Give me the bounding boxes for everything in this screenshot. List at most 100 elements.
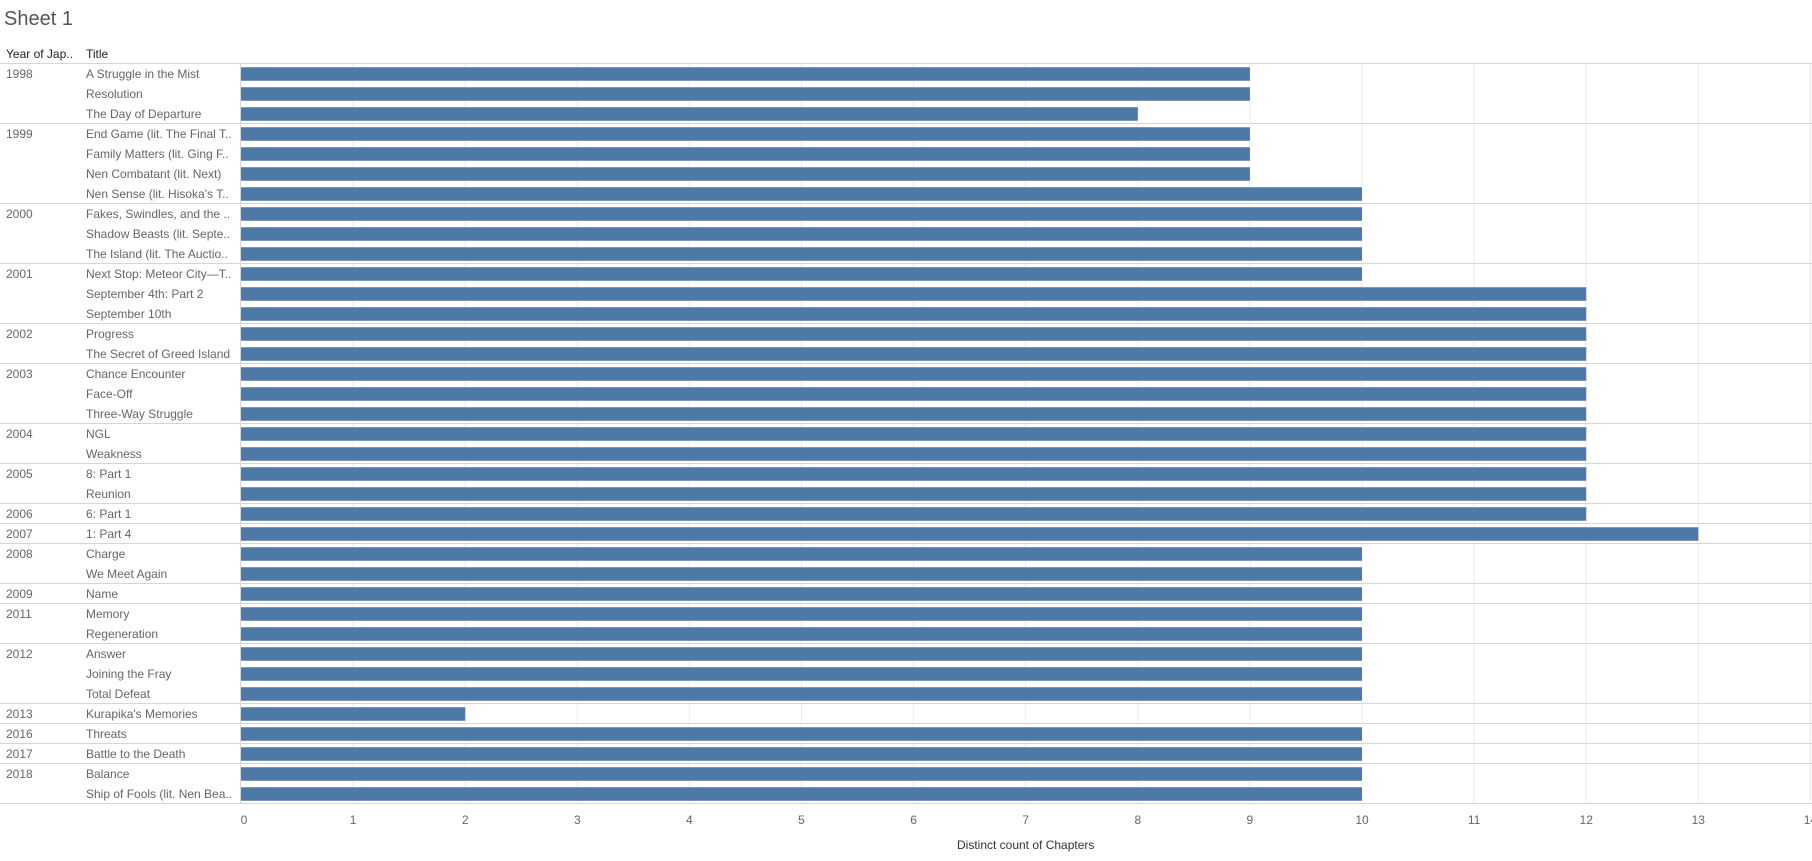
title-label: Kurapika's Memories — [86, 707, 198, 721]
title-label: Shadow Beasts (lit. Septe.. — [86, 227, 230, 241]
bar[interactable] — [241, 147, 1250, 161]
year-label: 2000 — [6, 207, 33, 221]
title-label: Resolution — [86, 87, 143, 101]
bar[interactable] — [241, 667, 1362, 681]
bar[interactable] — [241, 347, 1587, 361]
year-label: 2005 — [6, 467, 33, 481]
title-label: Balance — [86, 767, 130, 781]
x-tick-label: 0 — [241, 813, 248, 827]
year-label: 2001 — [6, 267, 33, 281]
title-label: Regeneration — [86, 627, 158, 641]
bar[interactable] — [241, 267, 1362, 281]
bar[interactable] — [241, 587, 1362, 601]
x-tick-label: 6 — [910, 813, 917, 827]
title-label: September 10th — [86, 307, 171, 321]
x-tick-label: 7 — [1022, 813, 1029, 827]
bar[interactable] — [241, 367, 1587, 381]
title-label: September 4th: Part 2 — [86, 287, 204, 301]
year-label: 2004 — [6, 427, 33, 441]
title-label: Face-Off — [86, 387, 133, 401]
year-label: 2013 — [6, 707, 33, 721]
bar[interactable] — [241, 707, 466, 721]
x-tick-label: 2 — [462, 813, 469, 827]
title-label: End Game (lit. The Final T.. — [86, 127, 232, 141]
bar[interactable] — [241, 467, 1587, 481]
sheet-title: Sheet 1 — [4, 8, 73, 30]
bar[interactable] — [241, 787, 1362, 801]
title-label: The Day of Departure — [86, 107, 202, 121]
bar[interactable] — [241, 307, 1587, 321]
title-label: Charge — [86, 547, 126, 561]
title-label: Nen Combatant (lit. Next) — [86, 167, 221, 181]
bar[interactable] — [241, 507, 1587, 521]
bar[interactable] — [241, 447, 1587, 461]
bar[interactable] — [241, 67, 1250, 81]
title-label: Memory — [86, 607, 129, 621]
bar[interactable] — [241, 107, 1138, 121]
x-tick-label: 10 — [1355, 813, 1369, 827]
x-tick-label: 4 — [686, 813, 693, 827]
title-label: Threats — [86, 727, 127, 741]
x-tick-label: 11 — [1468, 813, 1481, 827]
bar[interactable] — [241, 387, 1587, 401]
x-tick-label: 8 — [1134, 813, 1141, 827]
year-label: 2009 — [6, 587, 33, 601]
bar[interactable] — [241, 627, 1362, 641]
bar[interactable] — [241, 487, 1587, 501]
x-tick-label: 13 — [1692, 813, 1706, 827]
year-label: 2007 — [6, 527, 33, 541]
bar[interactable] — [241, 567, 1362, 581]
bar[interactable] — [241, 287, 1587, 301]
title-label: Reunion — [86, 487, 131, 501]
bar[interactable] — [241, 187, 1362, 201]
title-label: 6: Part 1 — [86, 507, 132, 521]
title-label: 8: Part 1 — [86, 467, 132, 481]
bar[interactable] — [241, 527, 1699, 541]
bar[interactable] — [241, 87, 1250, 101]
title-label: NGL — [86, 427, 111, 441]
title-label: The Secret of Greed Island — [86, 347, 230, 361]
title-label: Answer — [86, 647, 126, 661]
bar[interactable] — [241, 227, 1362, 241]
x-tick-label: 12 — [1580, 813, 1594, 827]
bar[interactable] — [241, 607, 1362, 621]
bar[interactable] — [241, 727, 1362, 741]
year-column-header[interactable]: Year of Jap.. — [6, 47, 73, 61]
year-label: 2011 — [6, 607, 32, 621]
x-axis-title: Distinct count of Chapters — [957, 838, 1094, 852]
title-label: Ship of Fools (lit. Nen Bea.. — [86, 787, 232, 801]
bar[interactable] — [241, 407, 1587, 421]
bar[interactable] — [241, 167, 1250, 181]
year-label: 1999 — [6, 127, 33, 141]
title-label: Total Defeat — [86, 687, 151, 701]
bar[interactable] — [241, 687, 1362, 701]
bar[interactable] — [241, 247, 1362, 261]
title-label: Name — [86, 587, 118, 601]
bar[interactable] — [241, 207, 1362, 221]
title-label: Joining the Fray — [86, 667, 171, 681]
title-label: Progress — [86, 327, 134, 341]
year-label: 2008 — [6, 547, 33, 561]
bar[interactable] — [241, 427, 1587, 441]
bar[interactable] — [241, 747, 1362, 761]
bar[interactable] — [241, 647, 1362, 661]
title-column-header[interactable]: Title — [86, 47, 109, 61]
title-label: Family Matters (lit. Ging F.. — [86, 147, 229, 161]
x-tick-label: 5 — [798, 813, 805, 827]
year-label: 2006 — [6, 507, 33, 521]
title-label: Nen Sense (lit. Hisoka's T.. — [86, 187, 229, 201]
title-label: A Struggle in the Mist — [86, 67, 200, 81]
year-label: 2002 — [6, 327, 33, 341]
x-tick-label: 14 — [1804, 813, 1812, 827]
bar[interactable] — [241, 547, 1362, 561]
bar[interactable] — [241, 767, 1362, 781]
year-label: 2012 — [6, 647, 33, 661]
year-label: 2016 — [6, 727, 33, 741]
year-label: 2017 — [6, 747, 33, 761]
x-tick-label: 3 — [574, 813, 581, 827]
title-label: Next Stop: Meteor City—T.. — [86, 267, 231, 281]
title-label: The Island (lit. The Auctio.. — [86, 247, 228, 261]
bar[interactable] — [241, 327, 1587, 341]
bar[interactable] — [241, 127, 1250, 141]
